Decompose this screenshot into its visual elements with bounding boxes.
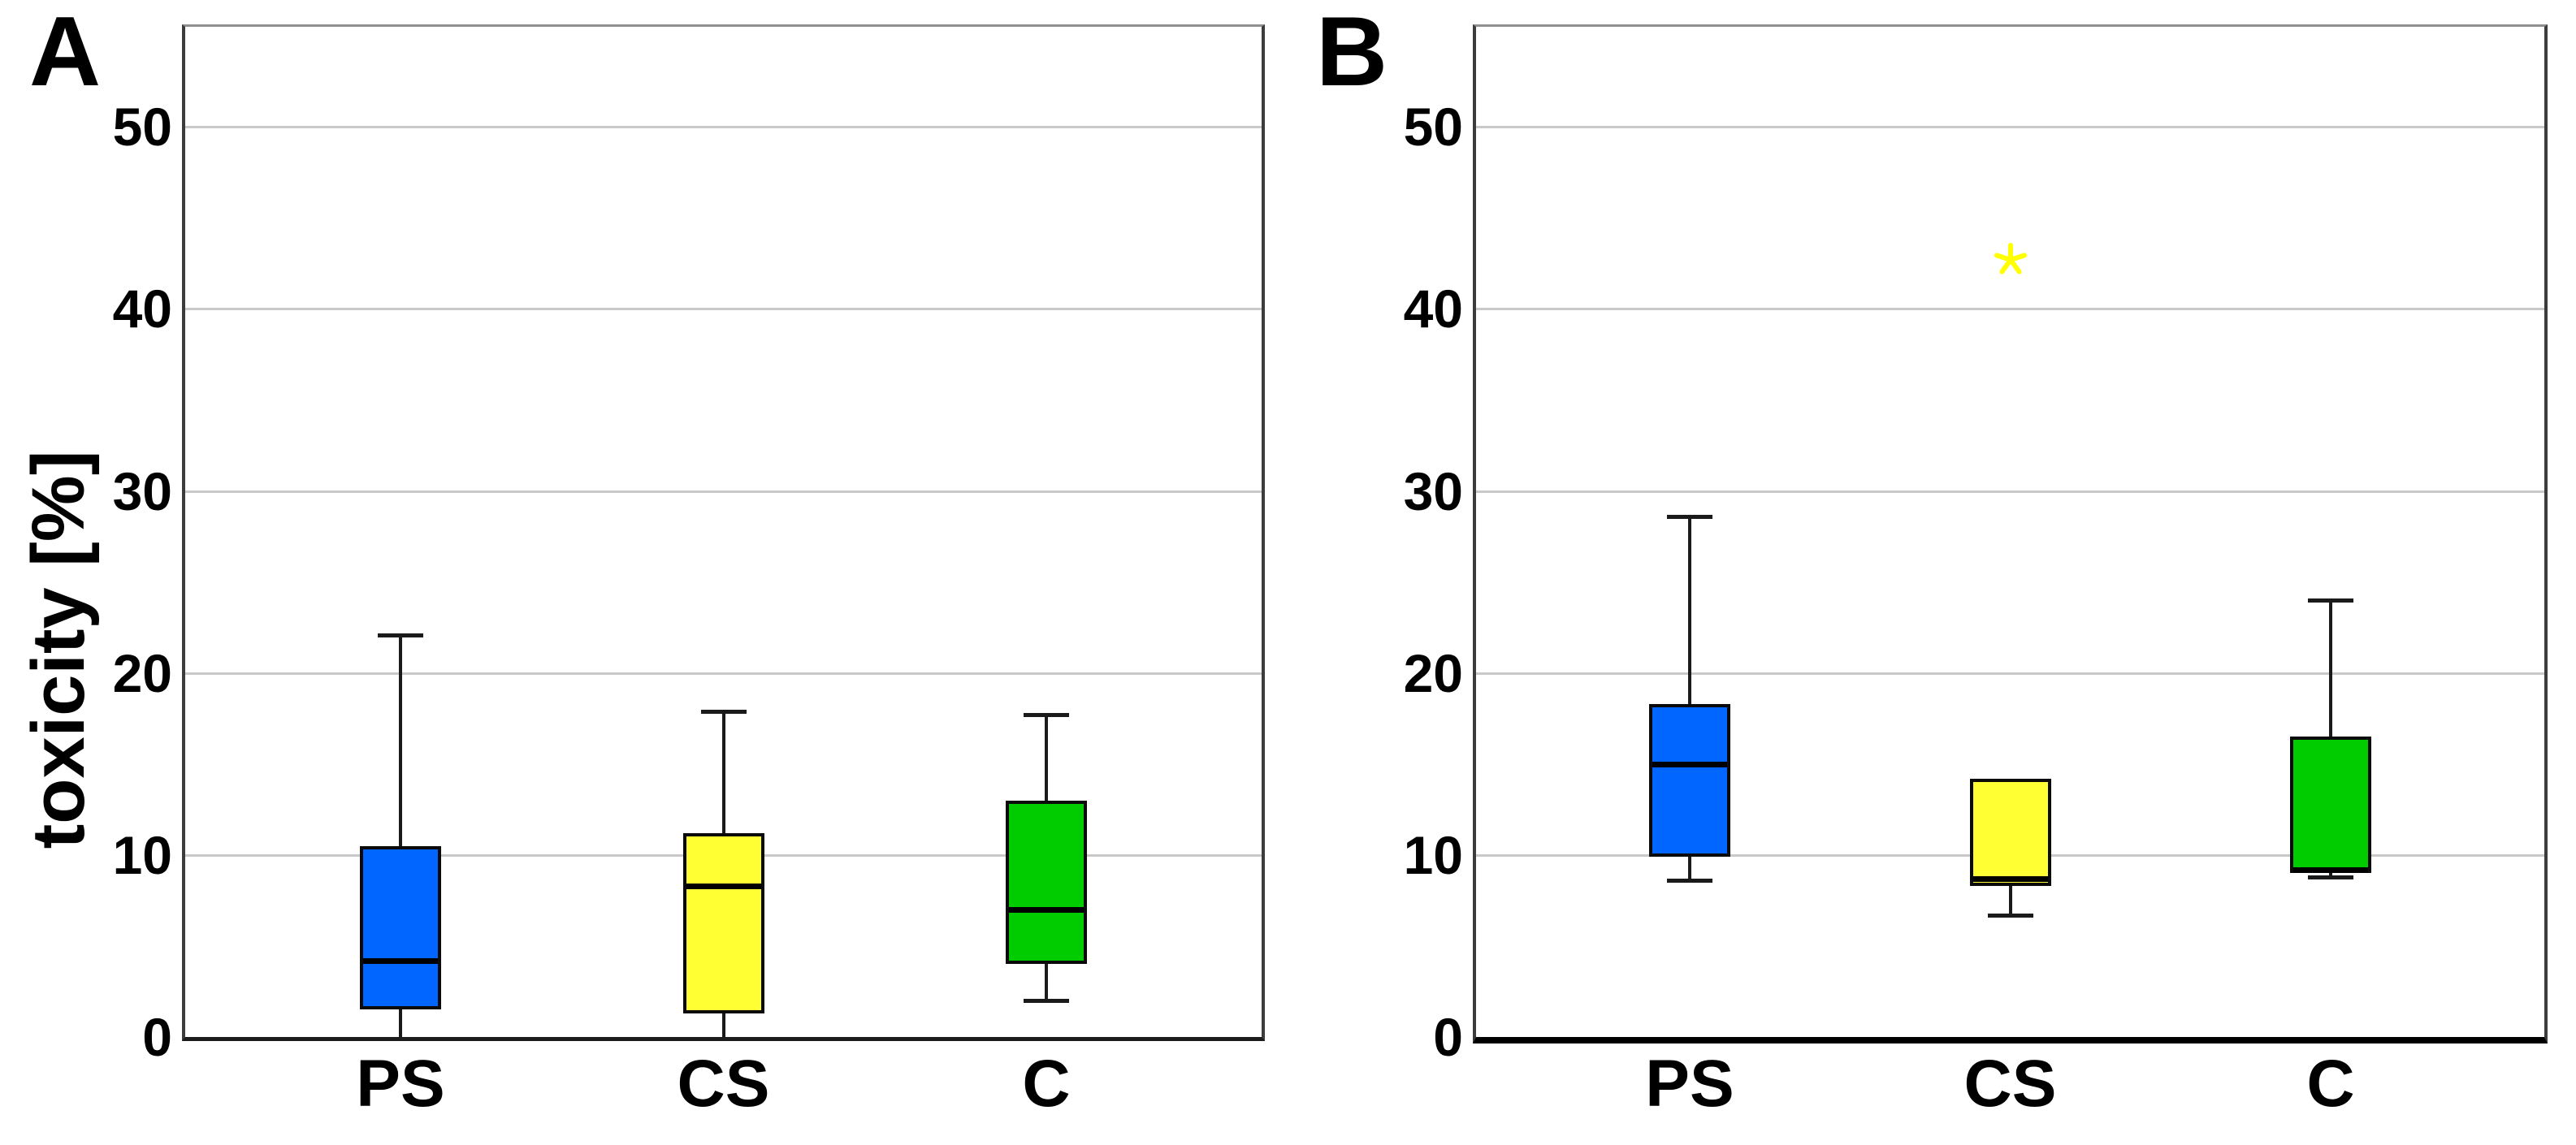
lower-whisker-line — [2329, 873, 2332, 877]
y-tick-label: 50 — [1403, 97, 1463, 158]
y-gridline — [1476, 672, 2544, 675]
lower-whisker-line — [399, 1009, 402, 1037]
box-c — [1006, 800, 1087, 965]
upper-whisker-cap — [1667, 514, 1712, 519]
box-ps — [360, 845, 441, 1010]
y-gridline — [185, 308, 1262, 311]
median-line — [1972, 875, 2048, 882]
y-tick-label: 30 — [1403, 460, 1463, 521]
y-tick-label: 40 — [1403, 279, 1463, 339]
y-tick-label: 0 — [1433, 1007, 1463, 1067]
upper-whisker-line — [399, 634, 402, 846]
box-ps — [1649, 703, 1730, 858]
x-category-label: PS — [356, 1047, 445, 1121]
x-category-label: PS — [1645, 1047, 1734, 1121]
lower-whisker-line — [2008, 885, 2012, 915]
median-line — [1652, 761, 1727, 767]
y-tick-label: 10 — [1403, 824, 1463, 885]
panel-b-plot-area — [1473, 24, 2548, 1043]
lower-whisker-line — [721, 1013, 725, 1037]
lower-whisker-cap — [1024, 999, 1069, 1004]
y-tick-label: 20 — [112, 642, 172, 703]
outlier-star-icon — [1993, 242, 2028, 278]
lower-whisker-line — [1688, 857, 1691, 881]
y-gridline — [185, 490, 1262, 493]
lower-whisker-cap — [1667, 879, 1712, 884]
panel-a-label: A — [29, 0, 102, 106]
box-cs — [682, 832, 764, 1013]
y-gridline — [1476, 490, 2544, 493]
x-category-label: CS — [1963, 1047, 2057, 1121]
upper-whisker-cap — [700, 709, 747, 714]
x-category-label: C — [1022, 1047, 1071, 1121]
median-line — [2293, 866, 2368, 873]
y-tick-label: 40 — [112, 279, 172, 339]
y-tick-label: 0 — [142, 1007, 172, 1067]
upper-whisker-line — [2329, 600, 2332, 737]
box-cs — [1969, 778, 2051, 886]
median-line — [1009, 907, 1084, 914]
upper-whisker-line — [721, 711, 725, 833]
median-line — [686, 883, 761, 889]
y-tick-label: 10 — [112, 824, 172, 885]
upper-whisker-cap — [2308, 598, 2353, 603]
panel-a-plot-area — [182, 24, 1265, 1041]
y-tick-label: 30 — [112, 460, 172, 521]
panel-b-label: B — [1316, 0, 1388, 106]
upper-whisker-line — [1688, 516, 1691, 704]
upper-whisker-cap — [1024, 713, 1069, 718]
y-gridline — [1476, 126, 2544, 129]
y-tick-label: 50 — [112, 97, 172, 158]
y-gridline — [185, 672, 1262, 675]
y-gridline — [185, 126, 1262, 129]
y-gridline — [1476, 308, 2544, 311]
upper-whisker-line — [1045, 715, 1048, 801]
lower-whisker-cap — [2308, 875, 2353, 879]
upper-whisker-cap — [378, 633, 423, 637]
y-tick-label: 20 — [1403, 642, 1463, 703]
median-line — [363, 957, 438, 964]
x-category-label: CS — [677, 1047, 770, 1121]
x-category-label: C — [2306, 1047, 2355, 1121]
box-c — [2290, 737, 2371, 874]
lower-whisker-cap — [1987, 913, 2033, 918]
lower-whisker-line — [1045, 964, 1048, 1001]
